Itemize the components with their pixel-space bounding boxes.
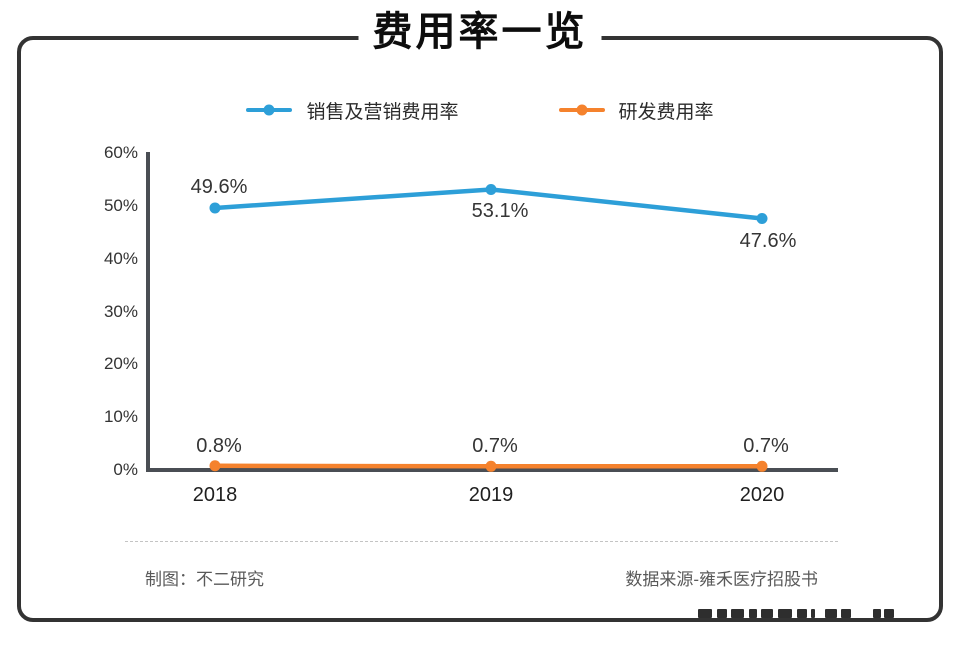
clipped-watermark xyxy=(698,609,894,620)
legend-item-sales-marketing: 销售及营销费用率 xyxy=(246,97,459,124)
legend-item-rnd: 研发费用率 xyxy=(558,97,714,124)
legend-dot-icon xyxy=(576,104,587,116)
legend-label: 销售及营销费用率 xyxy=(306,101,459,123)
page-title: 费用率一览 xyxy=(358,8,602,56)
chart-legend: 销售及营销费用率 研发费用率 xyxy=(0,96,960,124)
footer-divider xyxy=(125,541,838,542)
legend-line-marker-icon xyxy=(246,104,293,116)
legend-label: 研发费用率 xyxy=(618,101,714,123)
legend-dot-icon xyxy=(263,104,275,116)
source-text: 数据来源-雍禾医疗招股书 xyxy=(625,570,818,589)
legend-line-marker-icon xyxy=(558,104,605,116)
credit-text: 制图：不二研究 xyxy=(145,570,264,589)
